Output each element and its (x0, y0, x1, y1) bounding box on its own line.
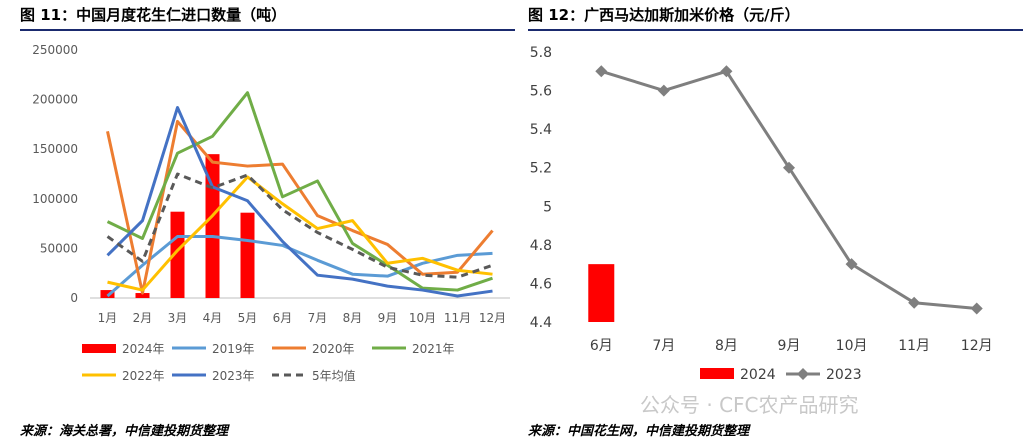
series-point-2023-6月 (595, 65, 608, 78)
x-tick-label: 2月 (133, 311, 153, 325)
y-tick-label: 50000 (40, 241, 78, 255)
bar-2024年-4月 (205, 154, 220, 298)
legend-label-2023年: 2023年 (212, 369, 255, 383)
y-tick-label: 250000 (32, 43, 78, 57)
rice-price-chart: 4.4 4.6 4.8 5 5.2 5.4 5.6 5.8 6月 7月 8月 9月 10月 11月 12月 2… (530, 45, 993, 383)
y-tick-label: 4.6 (530, 276, 552, 292)
left-chart-panel: 0 50000 100000 150000 200000 250000 1月 2月 3月 4月 5月… (20, 32, 515, 410)
bar-2024年-5月 (240, 212, 255, 298)
x-tick-label: 11月 (898, 338, 930, 354)
x-tick-label: 3月 (168, 311, 188, 325)
y-tick-label: 5.4 (530, 122, 552, 138)
x-tick-label: 11月 (444, 311, 471, 325)
x-tick-label: 12月 (479, 311, 506, 325)
y-tick-label: 4.4 (530, 315, 552, 331)
right-source-note: 来源：中国花生网，中信建投期货整理 (528, 424, 750, 439)
watermark-text: 公众号 · CFC农产品研究 (640, 393, 859, 417)
x-tick-label: 9月 (778, 338, 801, 354)
series-point-2023-7月 (657, 84, 670, 97)
right-chart-panel: 4.4 4.6 4.8 5 5.2 5.4 5.6 5.8 6月 7月 8月 9月 10月 11月 12月 2… (528, 32, 1023, 410)
x-tick-label: 4月 (203, 311, 223, 325)
y-tick-label: 100000 (32, 192, 78, 206)
series-line-2021年 (106, 91, 493, 292)
series-point-2023-8月 (720, 65, 733, 78)
legend-label-2023: 2023 (826, 367, 862, 383)
x-tick-label: 10月 (409, 311, 436, 325)
x-tick-label: 7月 (308, 311, 328, 325)
series-line-2019年 (106, 234, 493, 298)
bar-2024年-3月 (170, 211, 185, 298)
legend-label-2022年: 2022年 (122, 369, 165, 383)
x-tick-label: 7月 (652, 338, 675, 354)
series-line-2023 (600, 69, 977, 310)
y-tick-label: 5 (543, 199, 552, 215)
y-tick-label: 5.2 (530, 161, 552, 177)
y-tick-label: 150000 (32, 142, 78, 156)
x-tick-label: 6月 (273, 311, 293, 325)
x-tick-label: 8月 (715, 338, 738, 354)
y-tick-label: 5.8 (530, 45, 552, 61)
series-line-2022年 (107, 175, 493, 292)
right-title-rule (528, 29, 1023, 31)
legend-label-2020年: 2020年 (312, 342, 355, 356)
y-tick-label: 0 (70, 291, 78, 305)
bar-2024-6月 (588, 264, 615, 322)
series-point-2023-11月 (908, 296, 921, 309)
series-line-5年均值 (106, 172, 493, 279)
left-source-note: 来源：海关总署，中信建投期货整理 (20, 424, 229, 439)
legend-label-2019年: 2019年 (212, 342, 255, 356)
legend-swatch-2024 (700, 368, 734, 379)
series-line-2023年 (106, 106, 493, 298)
x-tick-label: 5月 (238, 311, 258, 325)
series-point-2023-9月 (783, 161, 795, 174)
x-tick-label: 6月 (590, 338, 613, 354)
legend-marker-2023 (797, 368, 809, 380)
right-chart-title: 图 12：广西马达加斯加米价格（元/斤） (528, 6, 800, 24)
legend-label-2021年: 2021年 (412, 342, 455, 356)
left-title-rule (20, 29, 515, 31)
series-point-2023-10月 (845, 258, 858, 271)
legend-label-2024: 2024 (740, 367, 776, 383)
x-tick-label: 9月 (378, 311, 398, 325)
x-tick-label: 12月 (961, 338, 993, 354)
y-tick-label: 5.6 (530, 84, 552, 100)
series-point-2023-12月 (970, 302, 983, 315)
peanut-import-chart: 0 50000 100000 150000 200000 250000 1月 2月 3月 4月 5月… (32, 43, 510, 383)
y-tick-label: 4.8 (530, 238, 552, 254)
legend-label-5年均值: 5年均值 (312, 368, 356, 383)
x-tick-label: 10月 (836, 338, 868, 354)
x-tick-label: 8月 (343, 311, 363, 325)
x-tick-label: 1月 (98, 311, 118, 325)
left-chart-title: 图 11：中国月度花生仁进口数量（吨） (20, 6, 287, 24)
legend-label-2024年: 2024年 (122, 342, 165, 356)
legend-swatch-2024年 (82, 344, 116, 353)
bar-2024年-2月 (135, 293, 150, 298)
y-tick-label: 200000 (32, 93, 78, 107)
